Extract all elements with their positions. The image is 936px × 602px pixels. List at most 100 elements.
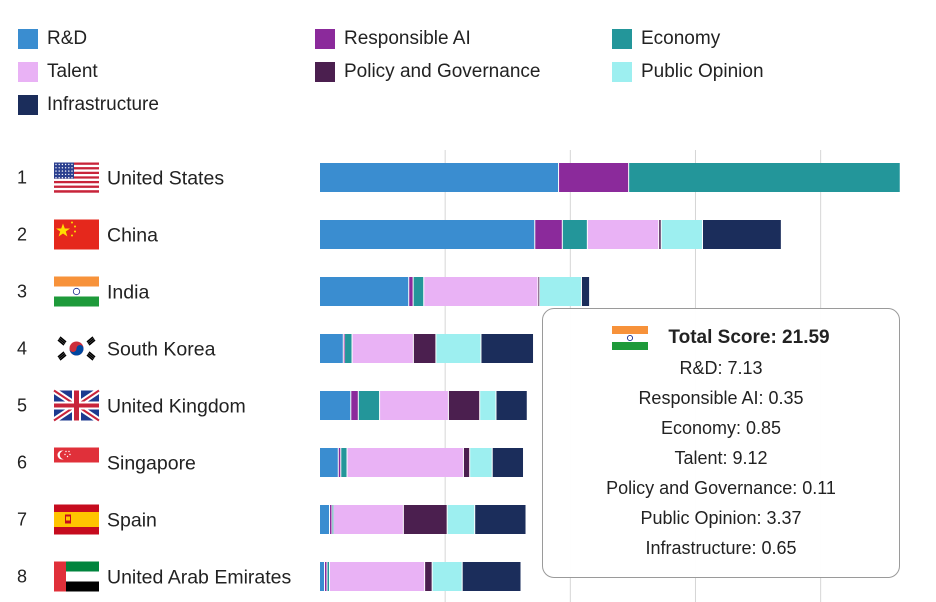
rank-label: 7	[17, 510, 27, 530]
legend-label: Economy	[641, 28, 721, 49]
tooltip-line-responsible-ai: Responsible AI: 0.35	[638, 388, 804, 408]
bar-segment-talent	[347, 448, 463, 477]
country-label: India	[107, 282, 149, 304]
flag-us-icon	[54, 162, 99, 193]
flag-gb-icon	[52, 388, 101, 423]
bar-segment-public-opinion	[661, 220, 702, 249]
country-label: Spain	[107, 510, 157, 532]
stacked-bar-chart: 1 United States 2 China 3 India 4 South Korea 5 U…	[17, 150, 900, 602]
tooltip-line-policy-governance: Policy and Governance: 0.11	[606, 478, 836, 498]
legend-item-economy[interactable]: Economy	[612, 28, 720, 50]
bar-segment-talent	[330, 562, 425, 591]
bar-segment-r-d	[320, 220, 535, 249]
bar-segment-responsible-ai	[330, 505, 332, 534]
rank-label: 5	[17, 396, 27, 416]
bar-segment-policy-and-governance	[448, 391, 480, 420]
bar-segment-economy	[345, 334, 352, 363]
rank-label: 6	[17, 453, 27, 473]
bar-segment-policy-and-governance	[403, 505, 447, 534]
legend-item-talent[interactable]: Talent	[18, 61, 98, 83]
bar-segment-responsible-ai	[535, 220, 562, 249]
bar-segment-infrastructure	[581, 277, 590, 306]
legend-label: Public Opinion	[641, 61, 764, 82]
bar-segment-public-opinion	[480, 391, 496, 420]
bar-segment-policy-and-governance	[425, 562, 432, 591]
legend-label: R&D	[47, 28, 88, 49]
rank-label: 4	[17, 339, 27, 359]
flag-es-icon	[54, 504, 99, 535]
bar-segment-responsible-ai	[559, 163, 629, 192]
bar-segment-r-d	[320, 163, 559, 192]
flag-cn-icon	[54, 219, 99, 250]
bar-segment-r-d	[320, 448, 338, 477]
bar-segment-r-d	[320, 391, 351, 420]
bar-segment-public-opinion	[436, 334, 481, 363]
rank-label: 8	[17, 567, 27, 587]
bar-segment-infrastructure	[496, 391, 527, 420]
bar-segment-economy	[562, 220, 587, 249]
bar-segment-economy	[332, 505, 334, 534]
legend-item-responsible-ai[interactable]: Responsible AI	[315, 28, 471, 50]
tooltip-line-economy: Economy: 0.85	[660, 418, 782, 438]
bar-segment-r-d	[320, 277, 409, 306]
tooltip-line-rnd: R&D: 7.13	[679, 358, 763, 378]
bar-segment-economy	[413, 277, 424, 306]
flag-in-icon	[54, 276, 99, 307]
tooltip-line-infrastructure: Infrastructure: 0.65	[645, 538, 797, 558]
bar-segment-r-d	[320, 562, 325, 591]
bar-segment-public-opinion	[432, 562, 462, 591]
bar-segment-economy	[327, 562, 330, 591]
bar-segment-r-d	[320, 505, 330, 534]
flag-kr-icon	[54, 333, 99, 364]
bar-segment-economy	[341, 448, 347, 477]
bar-segment-economy	[629, 163, 900, 192]
legend-label: Infrastructure	[47, 94, 159, 115]
legend-item-rnd[interactable]: R&D	[18, 28, 87, 50]
legend-swatch	[18, 62, 38, 82]
bar-segment-public-opinion	[470, 448, 492, 477]
bar-segment-responsible-ai	[409, 277, 413, 306]
bar-segment-infrastructure	[492, 448, 524, 477]
legend-swatch	[612, 62, 632, 82]
bar-segment-r-d	[320, 334, 343, 363]
bar-segment-economy	[358, 391, 380, 420]
bar-segment-infrastructure	[475, 505, 526, 534]
bar-segment-policy-and-governance	[659, 220, 661, 249]
bar-segment-policy-and-governance	[413, 334, 436, 363]
tooltip-title: Total Score: 21.59	[668, 327, 830, 348]
country-label: United States	[107, 168, 224, 190]
legend-label: Talent	[47, 61, 98, 82]
legend-swatch	[612, 29, 632, 49]
flag-india-icon	[612, 326, 649, 350]
rank-label: 1	[17, 168, 27, 188]
legend-swatch	[18, 95, 38, 115]
bar-segment-talent	[380, 391, 448, 420]
legend-item-policy-governance[interactable]: Policy and Governance	[315, 61, 540, 83]
rank-label: 2	[17, 225, 27, 245]
bar-segment-responsible-ai	[351, 391, 358, 420]
tooltip-line-public-opinion: Public Opinion: 3.37	[640, 508, 802, 528]
legend-item-public-opinion[interactable]: Public Opinion	[612, 61, 764, 83]
country-label: China	[107, 225, 158, 247]
bar-segment-infrastructure	[481, 334, 534, 363]
country-label: United Arab Emirates	[107, 567, 292, 589]
tooltip-line-talent: Talent: 9.12	[674, 448, 768, 468]
country-label: South Korea	[107, 339, 216, 361]
bar-segment-talent	[424, 277, 538, 306]
legend-swatch	[315, 29, 335, 49]
legend-swatch	[315, 62, 335, 82]
country-label: Singapore	[107, 453, 196, 475]
legend: R&D Responsible AI Economy Talent Policy…	[18, 28, 918, 128]
bar-segment-talent	[352, 334, 413, 363]
bar-segment-responsible-ai	[338, 448, 341, 477]
legend-item-infrastructure[interactable]: Infrastructure	[18, 94, 159, 116]
flag-ae-icon	[54, 561, 99, 592]
bar-segment-policy-and-governance	[538, 277, 540, 306]
tooltip: Total Score: 21.59 R&D: 7.13 Responsible…	[542, 308, 900, 578]
rank-label: 3	[17, 282, 27, 302]
bar-segment-infrastructure	[462, 562, 521, 591]
bar-segment-public-opinion	[447, 505, 475, 534]
bar-segment-responsible-ai	[343, 334, 345, 363]
bar-segment-infrastructure	[702, 220, 781, 249]
bar-segment-talent	[587, 220, 659, 249]
